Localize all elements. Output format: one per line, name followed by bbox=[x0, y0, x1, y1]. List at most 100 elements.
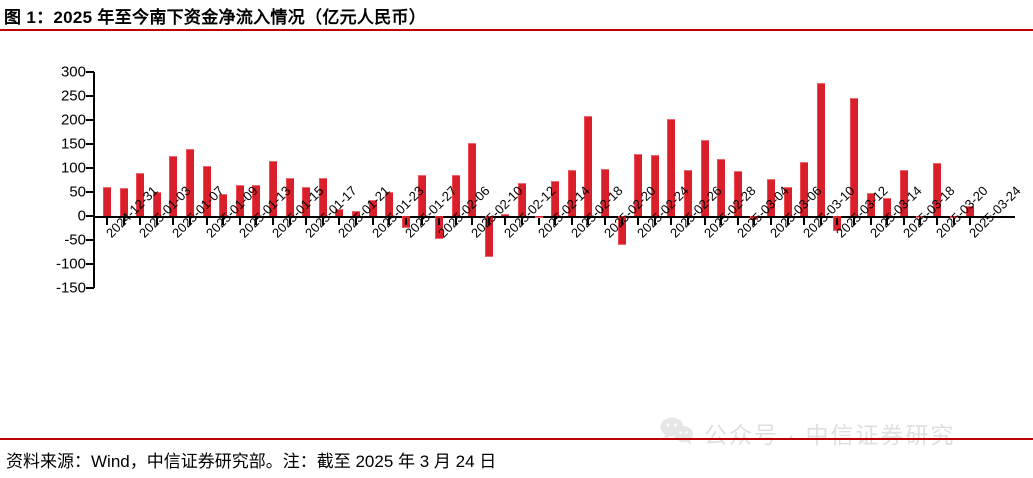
bar bbox=[235, 184, 244, 216]
x-tick-mark bbox=[388, 218, 391, 225]
figure-header: 图 1：2025 年至今南下资金净流入情况（亿元人民币） bbox=[0, 0, 1033, 30]
bar bbox=[816, 82, 825, 216]
x-tick-mark bbox=[537, 218, 540, 225]
header-divider bbox=[0, 29, 1033, 31]
bar bbox=[136, 172, 145, 216]
x-tick-mark bbox=[736, 218, 739, 225]
x-tick-mark bbox=[155, 218, 158, 225]
x-tick-mark bbox=[936, 218, 938, 225]
bar bbox=[650, 154, 659, 216]
y-tick-mark bbox=[86, 167, 94, 169]
bar bbox=[966, 206, 975, 216]
x-tick-mark bbox=[653, 218, 656, 225]
x-tick-mark bbox=[106, 218, 108, 225]
wechat-icon bbox=[660, 417, 694, 450]
y-tick-mark bbox=[86, 191, 94, 193]
bar bbox=[800, 162, 809, 216]
chart-container: 300 250 200 150 100 50 0 -50 -100 -150 2024-12-31… bbox=[0, 32, 1033, 412]
bar bbox=[119, 188, 128, 216]
bar bbox=[700, 140, 709, 216]
x-tick-mark bbox=[753, 218, 756, 225]
page-title: 图 1：2025 年至今南下资金净流入情况（亿元人民币） bbox=[4, 7, 427, 27]
bar bbox=[335, 208, 344, 216]
x-tick-mark bbox=[902, 218, 905, 225]
bar bbox=[352, 211, 360, 216]
x-tick-mark bbox=[122, 218, 125, 225]
y-axis-line bbox=[93, 72, 95, 288]
bar bbox=[219, 194, 228, 216]
x-tick-mark bbox=[703, 218, 706, 225]
bar bbox=[368, 200, 377, 216]
y-tick-label: 200 bbox=[60, 111, 86, 129]
x-axis-labels: 2024-12-31 2025-01-03 2025-01-07 2025-01-09… bbox=[95, 32, 1033, 241]
x-tick-mark bbox=[770, 218, 772, 225]
x-tick-mark bbox=[471, 218, 474, 225]
y-tick-mark bbox=[86, 263, 94, 265]
bar bbox=[717, 159, 726, 216]
x-tick-mark bbox=[670, 218, 673, 225]
x-tick-mark bbox=[421, 218, 424, 225]
bar bbox=[534, 216, 543, 218]
x-tick-mark bbox=[620, 218, 623, 225]
bar bbox=[501, 213, 510, 216]
y-axis-labels: 300 250 200 150 100 50 0 -50 -100 -150 bbox=[18, 32, 86, 412]
x-tick-mark bbox=[404, 218, 407, 225]
plot-area bbox=[95, 32, 1015, 332]
x-tick-mark bbox=[969, 218, 972, 225]
y-tick-label: 0 bbox=[77, 207, 86, 225]
x-tick-mark bbox=[222, 218, 225, 225]
x-tick-mark bbox=[139, 218, 142, 225]
x-tick-mark bbox=[438, 218, 440, 225]
bar bbox=[601, 169, 609, 216]
x-tick-mark bbox=[172, 218, 175, 225]
bar bbox=[617, 216, 626, 245]
y-tick-mark bbox=[86, 95, 94, 97]
x-tick-mark bbox=[255, 218, 258, 225]
bar bbox=[667, 118, 676, 216]
y-tick-mark bbox=[86, 119, 94, 121]
x-tick-mark bbox=[288, 218, 291, 225]
y-tick-label: -150 bbox=[55, 279, 86, 297]
x-tick-mark bbox=[786, 218, 789, 225]
bar bbox=[202, 165, 211, 216]
y-tick-label: 100 bbox=[60, 159, 86, 177]
x-tick-mark bbox=[238, 218, 241, 225]
x-tick-mark bbox=[836, 218, 839, 225]
bar bbox=[634, 153, 643, 216]
x-tick-mark bbox=[504, 218, 507, 225]
bar bbox=[899, 170, 908, 216]
x-tick-mark bbox=[554, 218, 557, 225]
bar bbox=[783, 187, 792, 216]
x-tick-mark bbox=[819, 218, 822, 225]
bar bbox=[385, 192, 394, 216]
bar bbox=[584, 116, 593, 216]
bar bbox=[318, 177, 327, 216]
bar bbox=[949, 216, 958, 218]
bar bbox=[567, 170, 576, 216]
x-tick-mark bbox=[205, 218, 208, 225]
bar bbox=[435, 216, 443, 240]
source-note: 资料来源：Wind，中信证券研究部。注：截至 2025 年 3 月 24 日 bbox=[6, 452, 497, 471]
x-tick-mark bbox=[637, 218, 640, 225]
x-tick-mark bbox=[189, 218, 191, 225]
bar bbox=[916, 216, 925, 219]
x-tick-mark bbox=[587, 218, 590, 225]
y-tick-mark bbox=[86, 143, 94, 145]
x-tick-mark bbox=[720, 218, 723, 225]
x-tick-mark bbox=[919, 218, 922, 225]
bar bbox=[518, 183, 526, 216]
bar bbox=[152, 192, 161, 216]
y-tick-mark bbox=[86, 71, 94, 73]
x-tick-mark bbox=[853, 218, 855, 225]
x-tick-mark bbox=[272, 218, 274, 225]
x-tick-mark bbox=[454, 218, 457, 225]
x-tick-mark bbox=[521, 218, 523, 225]
y-tick-mark bbox=[86, 215, 94, 217]
y-tick-label: -50 bbox=[64, 231, 86, 249]
y-tick-label: 150 bbox=[60, 135, 86, 153]
bar bbox=[418, 175, 427, 216]
bar bbox=[850, 98, 858, 216]
y-tick-mark bbox=[86, 239, 94, 241]
x-tick-mark bbox=[869, 218, 872, 225]
y-tick-mark bbox=[86, 287, 94, 289]
